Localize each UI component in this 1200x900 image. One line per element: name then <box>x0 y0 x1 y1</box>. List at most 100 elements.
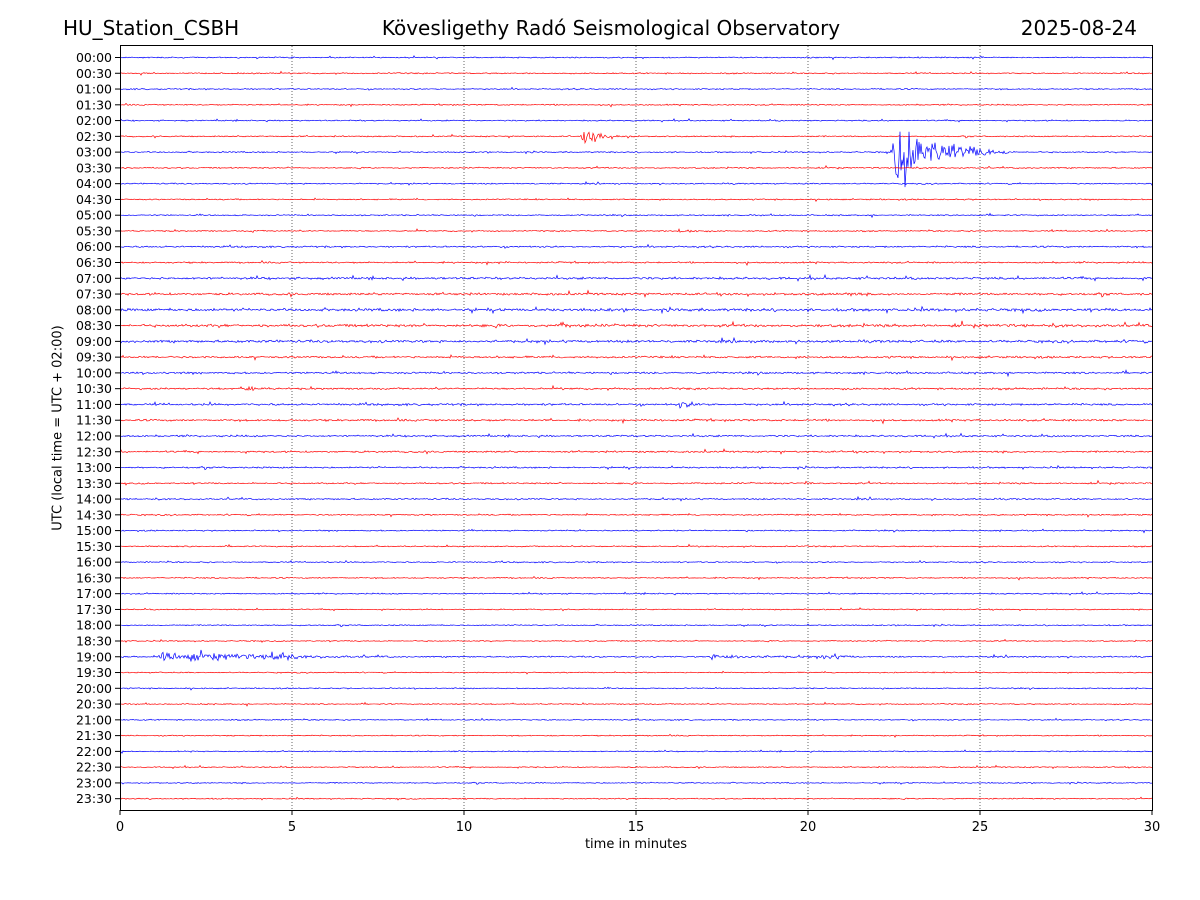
trace-1300 <box>119 464 1153 471</box>
plot-frame <box>120 45 1153 811</box>
trace-0530 <box>119 228 1153 233</box>
x-axis-ticks: 0 5 10 15 20 25 30 <box>116 810 1160 835</box>
trace-1730 <box>119 607 1153 612</box>
x-tick-label: 30 <box>1144 820 1161 835</box>
trace-1130 <box>119 417 1153 425</box>
trace-2300 <box>119 781 1153 785</box>
trace-0130 <box>119 102 1153 108</box>
traces <box>119 55 1153 801</box>
trace-1030 <box>119 384 1153 392</box>
y-tick-label: 16:30 <box>76 570 112 585</box>
trace-0900 <box>119 336 1153 346</box>
trace-1330 <box>119 479 1153 486</box>
y-tick-label: 08:00 <box>76 302 112 317</box>
y-tick-label: 05:00 <box>76 208 112 223</box>
y-tick-label: 15:30 <box>76 539 112 554</box>
y-tick-label: 01:30 <box>76 97 112 112</box>
y-tick-label: 17:30 <box>76 602 112 617</box>
y-tick-label: 10:00 <box>76 365 112 380</box>
y-tick-label: 00:30 <box>76 66 112 81</box>
trace-2030 <box>120 701 1153 707</box>
trace-0700 <box>119 273 1153 282</box>
trace-2000 <box>119 686 1153 691</box>
y-tick-label: 15:00 <box>76 523 112 538</box>
trace-0230 <box>119 131 1153 145</box>
x-tick-label: 25 <box>972 820 989 835</box>
y-tick-label: 21:00 <box>76 712 112 727</box>
trace-0800 <box>119 305 1153 315</box>
trace-0300 <box>119 131 1153 188</box>
x-axis-label: time in minutes <box>584 837 688 852</box>
trace-0430 <box>120 197 1153 203</box>
y-tick-label: 07:00 <box>76 271 112 286</box>
trace-0030 <box>119 70 1153 76</box>
y-tick-label: 20:30 <box>76 697 112 712</box>
trace-2230 <box>119 764 1153 770</box>
y-tick-label: 02:00 <box>76 113 112 128</box>
y-tick-label: 21:30 <box>76 728 112 743</box>
trace-2130 <box>119 733 1153 738</box>
trace-0830 <box>119 320 1153 329</box>
y-tick-label: 12:00 <box>76 428 112 443</box>
trace-1230 <box>119 448 1153 455</box>
x-tick-label: 5 <box>288 820 296 835</box>
y-tick-label: 16:00 <box>76 555 112 570</box>
y-tick-label: 10:30 <box>76 381 112 396</box>
y-tick-label: 18:00 <box>76 618 112 633</box>
y-tick-label: 09:30 <box>76 350 112 365</box>
y-tick-label: 14:00 <box>76 492 112 507</box>
y-tick-label: 08:30 <box>76 318 112 333</box>
y-tick-label: 22:30 <box>76 760 112 775</box>
y-tick-label: 03:30 <box>76 160 112 175</box>
trace-1430 <box>119 512 1153 518</box>
y-tick-label: 11:00 <box>76 397 112 412</box>
y-tick-label: 22:00 <box>76 744 112 759</box>
trace-1200 <box>119 432 1153 439</box>
y-tick-label: 11:30 <box>76 413 112 428</box>
y-tick-label: 19:30 <box>76 665 112 680</box>
y-tick-label: 20:00 <box>76 681 112 696</box>
trace-0930 <box>119 354 1153 362</box>
y-tick-label: 13:00 <box>76 460 112 475</box>
y-tick-label: 19:00 <box>76 649 112 664</box>
y-tick-label: 14:30 <box>76 507 112 522</box>
trace-1500 <box>119 528 1153 534</box>
trace-1930 <box>119 670 1153 675</box>
trace-0630 <box>119 260 1153 266</box>
trace-0400 <box>119 180 1153 186</box>
station-name: HU_Station_CSBH <box>63 16 240 40</box>
y-tick-label: 03:00 <box>76 145 112 160</box>
y-axis-label: UTC (local time = UTC + 02:00) <box>50 325 66 531</box>
trace-0330 <box>119 164 1153 170</box>
y-tick-label: 00:00 <box>76 50 112 65</box>
trace-0000 <box>119 55 1153 61</box>
trace-0100 <box>119 86 1153 91</box>
trace-1830 <box>119 638 1153 643</box>
y-tick-label: 05:30 <box>76 223 112 238</box>
trace-1800 <box>119 623 1153 628</box>
chart-date: 2025-08-24 <box>1020 16 1137 40</box>
y-tick-label: 12:30 <box>76 444 112 459</box>
y-tick-label: 09:00 <box>76 334 112 349</box>
trace-2330 <box>119 796 1153 801</box>
x-tick-label: 15 <box>628 820 645 835</box>
y-tick-label: 01:00 <box>76 82 112 97</box>
y-tick-label: 23:00 <box>76 775 112 790</box>
y-tick-label: 06:00 <box>76 239 112 254</box>
y-tick-label: 02:30 <box>76 129 112 144</box>
x-tick-label: 10 <box>456 820 473 835</box>
y-axis-ticks: 00:0000:3001:0001:3002:0002:3003:0003:30… <box>76 50 120 806</box>
trace-2200 <box>119 749 1153 754</box>
trace-0200 <box>119 118 1153 123</box>
grid-lines <box>291 46 981 810</box>
y-tick-label: 06:30 <box>76 255 112 270</box>
trace-1630 <box>119 575 1153 581</box>
chart-title: Kövesligethy Radó Seismological Observat… <box>381 16 841 40</box>
y-tick-label: 23:30 <box>76 791 112 806</box>
y-tick-label: 17:00 <box>76 586 112 601</box>
trace-1600 <box>119 559 1153 564</box>
y-tick-label: 18:30 <box>76 633 112 648</box>
y-tick-label: 04:00 <box>76 176 112 191</box>
trace-1530 <box>119 543 1153 549</box>
